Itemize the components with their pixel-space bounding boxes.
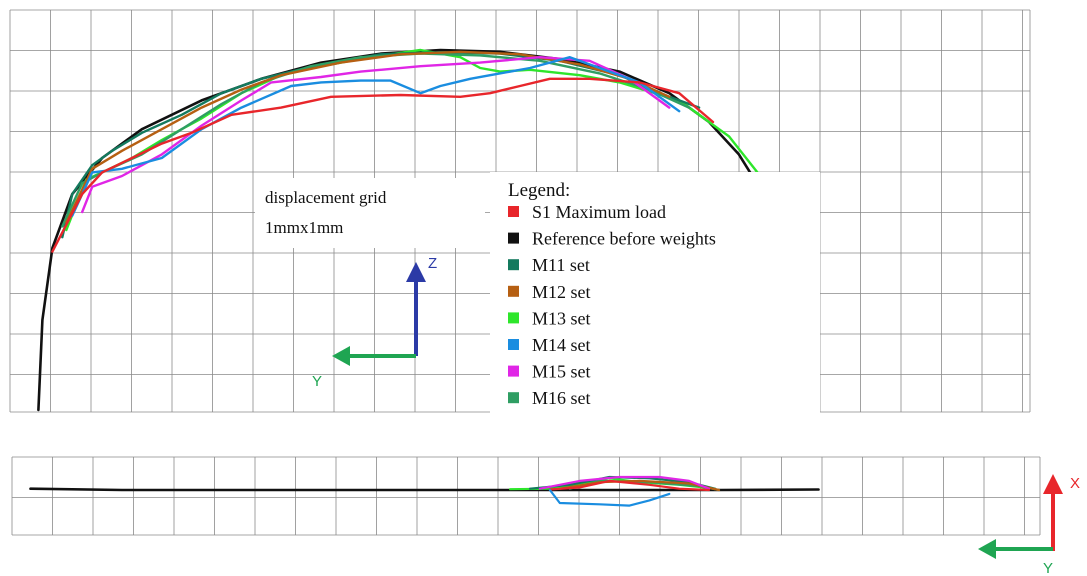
xy-series-layer bbox=[29, 475, 820, 507]
yz-series-m12 bbox=[65, 50, 671, 224]
legend-label-m14: M14 set bbox=[532, 335, 591, 355]
yz-panel: displacement grid 1mmx1mm Z Y Legend: S1… bbox=[9, 9, 1031, 424]
x-arrowhead bbox=[1043, 474, 1063, 494]
legend-label-s1: S1 Maximum load bbox=[532, 202, 666, 222]
legend-label-m15: M15 set bbox=[532, 362, 591, 382]
legend-title: Legend: bbox=[508, 180, 570, 201]
y2-arrowhead bbox=[978, 539, 996, 559]
legend-label-m12: M12 set bbox=[532, 282, 591, 302]
legend-swatch-m16 bbox=[508, 392, 519, 404]
legend: Legend: S1 Maximum load Reference before … bbox=[490, 172, 820, 424]
annotation-background bbox=[255, 178, 485, 248]
xy-series-s1 bbox=[548, 479, 711, 492]
z-arrowhead bbox=[406, 262, 426, 282]
yz-axis-indicator: Z Y bbox=[312, 255, 437, 390]
y-axis-label: Y bbox=[312, 373, 322, 390]
legend-swatch-m15 bbox=[508, 365, 519, 377]
x-axis-label: X bbox=[1070, 475, 1080, 492]
grid-annotation-line2: 1mmx1mm bbox=[265, 218, 343, 237]
xy-series-m14 bbox=[548, 488, 671, 507]
legend-swatch-m11 bbox=[508, 259, 519, 271]
xy-series-m15 bbox=[538, 475, 711, 490]
yz-series-m14 bbox=[71, 56, 681, 217]
xy-grid bbox=[11, 456, 1041, 536]
legend-swatch-m14 bbox=[508, 339, 519, 350]
y-arrowhead bbox=[332, 346, 350, 366]
xy-axis-indicator: X Y bbox=[978, 474, 1080, 576]
xy-series-ref bbox=[29, 487, 820, 492]
legend-swatch-s1 bbox=[508, 206, 519, 217]
xy-panel: X Y bbox=[11, 456, 1080, 576]
legend-label-ref: Reference before weights bbox=[532, 229, 716, 249]
y2-axis-label: Y bbox=[1043, 560, 1053, 576]
legend-label-m13: M13 set bbox=[532, 308, 591, 328]
legend-label-m11: M11 set bbox=[532, 255, 590, 275]
legend-swatch-m13 bbox=[508, 312, 519, 324]
legend-background bbox=[490, 172, 820, 424]
legend-items: S1 Maximum load Reference before weights M… bbox=[508, 202, 716, 408]
z-axis-label: Z bbox=[428, 255, 437, 272]
legend-swatch-m12 bbox=[508, 285, 519, 297]
legend-swatch-ref bbox=[508, 232, 519, 244]
yz-series-s1 bbox=[51, 77, 715, 253]
legend-label-m16: M16 set bbox=[532, 388, 591, 408]
grid-annotation-line1: displacement grid bbox=[265, 188, 387, 207]
